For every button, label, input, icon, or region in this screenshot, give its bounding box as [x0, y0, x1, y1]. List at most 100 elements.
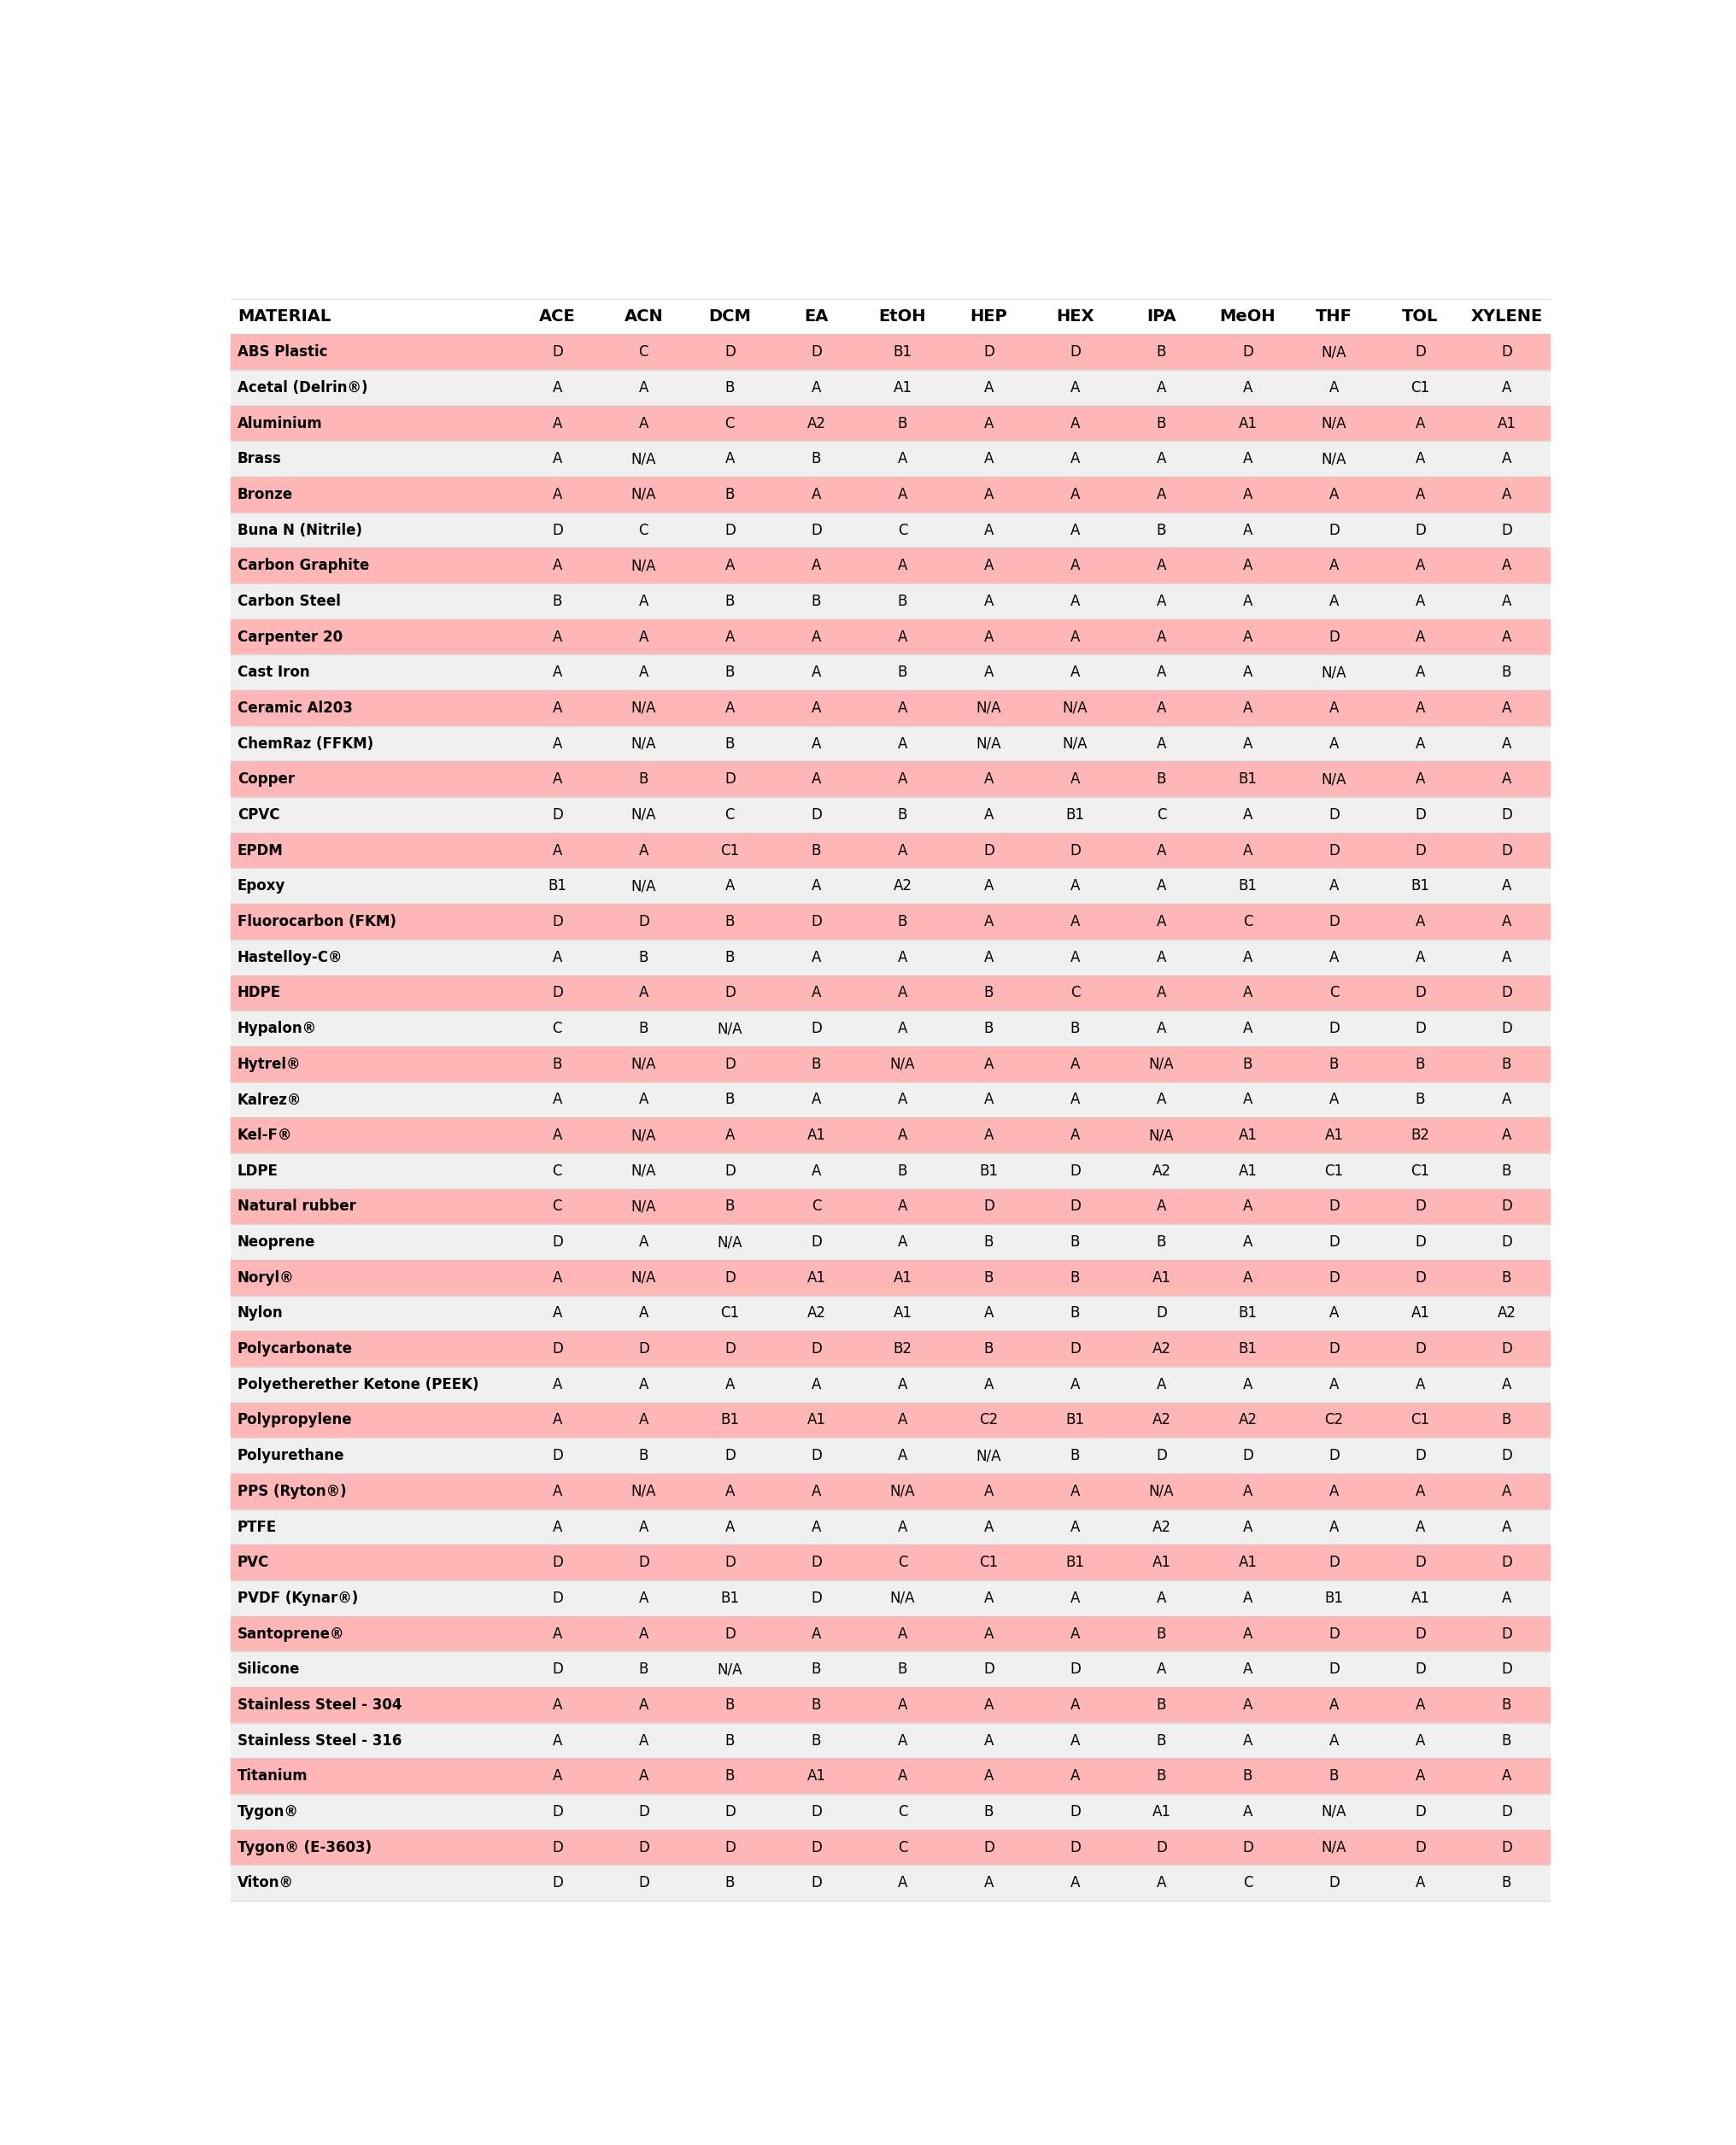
Text: B: B — [984, 1021, 993, 1036]
Text: A: A — [1069, 450, 1080, 468]
Text: C2: C2 — [1325, 1411, 1342, 1429]
Text: A: A — [811, 1626, 821, 1641]
Bar — [231, 1296, 1549, 1332]
Text: C: C — [1156, 807, 1167, 824]
Text: N/A: N/A — [1321, 416, 1345, 431]
Text: C: C — [898, 1555, 906, 1570]
Text: A: A — [639, 1733, 648, 1748]
Text: A: A — [1156, 487, 1165, 502]
Text: A: A — [1243, 1626, 1252, 1641]
Text: N/A: N/A — [1147, 1484, 1174, 1499]
Text: Polypropylene: Polypropylene — [238, 1411, 352, 1429]
Text: B1: B1 — [1066, 1411, 1083, 1429]
Text: PVDF (Kynar®): PVDF (Kynar®) — [238, 1589, 358, 1607]
Text: A: A — [1502, 628, 1510, 646]
Text: B: B — [1502, 1697, 1510, 1712]
Text: A: A — [1069, 1626, 1080, 1641]
Text: A: A — [898, 450, 906, 468]
Text: A: A — [984, 1377, 993, 1392]
Text: B: B — [1243, 1767, 1252, 1785]
Bar — [231, 1154, 1549, 1188]
Text: A: A — [1243, 1697, 1252, 1712]
Text: A: A — [1156, 701, 1165, 716]
Text: D: D — [552, 1804, 562, 1819]
Text: D: D — [552, 1875, 562, 1890]
Text: A: A — [984, 1626, 993, 1641]
Text: A: A — [1243, 950, 1252, 965]
Text: A2: A2 — [1496, 1306, 1516, 1321]
Text: A1: A1 — [807, 1270, 825, 1285]
Text: A: A — [639, 985, 648, 1000]
Bar — [231, 869, 1549, 903]
Text: A: A — [1069, 950, 1080, 965]
Text: A: A — [639, 1306, 648, 1321]
Text: N/A: N/A — [630, 1128, 656, 1143]
Text: B: B — [639, 950, 648, 965]
Text: A: A — [898, 487, 906, 502]
Text: A: A — [552, 1377, 562, 1392]
Text: B: B — [811, 450, 821, 468]
Text: A: A — [724, 558, 734, 573]
Text: D: D — [1500, 1236, 1512, 1251]
Text: A: A — [1502, 1589, 1510, 1607]
Bar — [231, 798, 1549, 832]
Text: A: A — [984, 487, 993, 502]
Text: B1: B1 — [1238, 772, 1257, 787]
Text: D: D — [552, 1448, 562, 1463]
Text: D: D — [724, 1840, 734, 1855]
Text: D: D — [1415, 1341, 1425, 1356]
Text: B: B — [1156, 1236, 1165, 1251]
Text: A: A — [1328, 736, 1338, 751]
Text: A: A — [1502, 1519, 1510, 1534]
Text: A: A — [984, 523, 993, 538]
Text: HDPE: HDPE — [238, 985, 281, 1000]
Text: A1: A1 — [1325, 1128, 1342, 1143]
Text: D: D — [811, 1555, 821, 1570]
Text: B: B — [811, 1662, 821, 1677]
Text: A: A — [552, 450, 562, 468]
Text: D: D — [637, 1341, 649, 1356]
Text: D: D — [637, 914, 649, 929]
Text: D: D — [1069, 843, 1080, 858]
Text: D: D — [637, 1804, 649, 1819]
Text: D: D — [1328, 1236, 1338, 1251]
Text: Hypalon®: Hypalon® — [238, 1021, 316, 1036]
Text: B: B — [898, 1662, 906, 1677]
Text: A: A — [1069, 416, 1080, 431]
Text: D: D — [1500, 1199, 1512, 1214]
Text: B2: B2 — [892, 1341, 911, 1356]
Text: D: D — [811, 1589, 821, 1607]
Text: A: A — [984, 594, 993, 609]
Text: B: B — [724, 380, 734, 395]
Text: A: A — [1156, 1589, 1165, 1607]
Text: D: D — [1241, 1448, 1253, 1463]
Text: A: A — [1328, 1697, 1338, 1712]
Text: A: A — [552, 380, 562, 395]
Text: A: A — [984, 879, 993, 894]
Text: C1: C1 — [979, 1555, 998, 1570]
Text: Epoxy: Epoxy — [238, 879, 285, 894]
Text: D: D — [1415, 1021, 1425, 1036]
Text: A: A — [1069, 1377, 1080, 1392]
Text: D: D — [811, 1341, 821, 1356]
Text: A: A — [1069, 914, 1080, 929]
Text: D: D — [1500, 1840, 1512, 1855]
Text: D: D — [1500, 1021, 1512, 1036]
Text: B: B — [724, 950, 734, 965]
Bar — [231, 369, 1549, 405]
Text: A: A — [1415, 628, 1425, 646]
Text: N/A: N/A — [630, 701, 656, 716]
Text: A: A — [1156, 594, 1165, 609]
Text: A: A — [552, 736, 562, 751]
Text: A: A — [1243, 1733, 1252, 1748]
Bar — [231, 583, 1549, 620]
Text: A: A — [811, 879, 821, 894]
Text: A1: A1 — [1496, 416, 1516, 431]
Text: PTFE: PTFE — [238, 1519, 276, 1534]
Text: A: A — [1156, 665, 1165, 680]
Text: A: A — [1328, 1092, 1338, 1107]
Text: A: A — [898, 1236, 906, 1251]
Text: A: A — [1502, 914, 1510, 929]
Text: D: D — [552, 345, 562, 360]
Text: A: A — [811, 628, 821, 646]
